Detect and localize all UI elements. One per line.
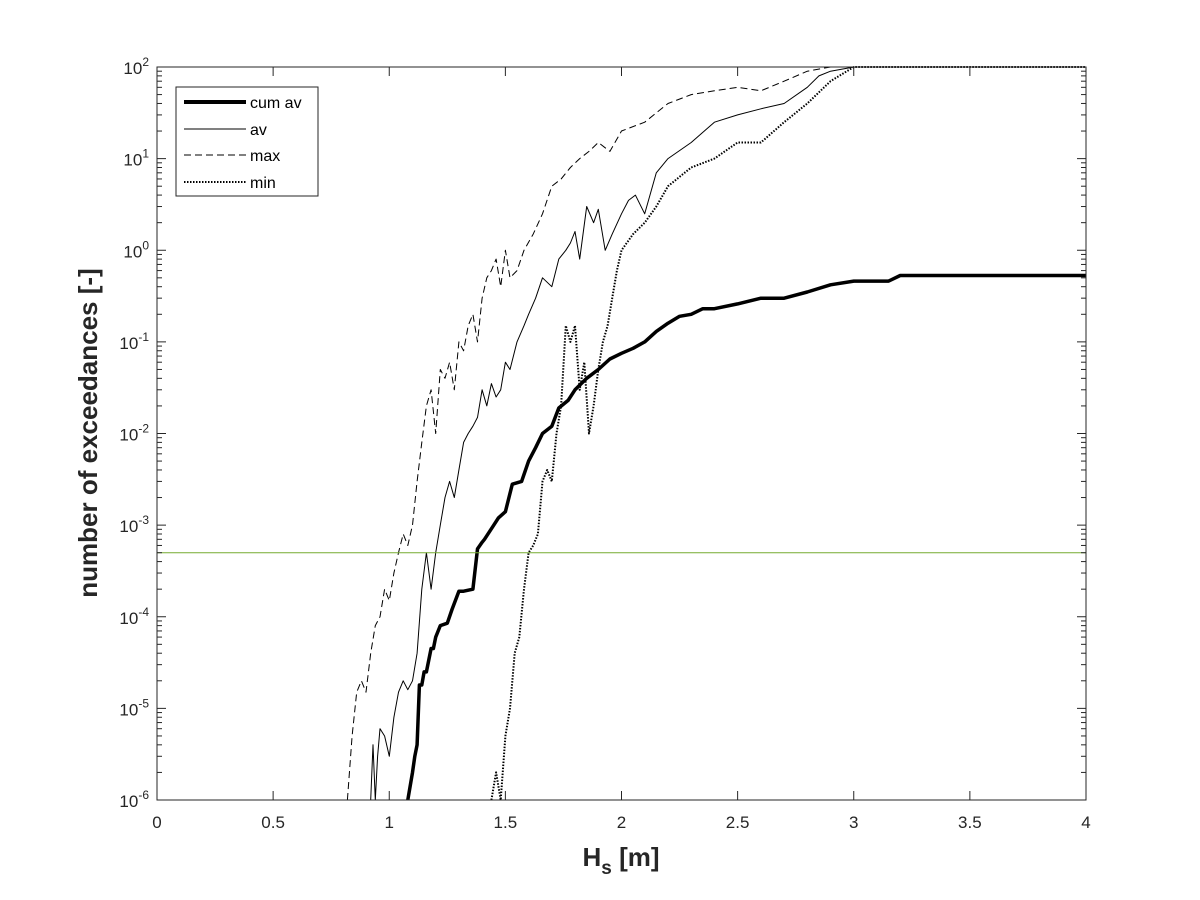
x-tick-label: 3 [849,813,858,832]
legend-label-min: min [250,175,276,192]
series-line-av [370,66,1086,801]
x-tick-label: 1.5 [494,813,518,832]
x-tick-label: 2 [617,813,626,832]
y-tick-label: 10-2 [119,422,149,445]
x-tick-label: 2.5 [726,813,750,832]
y-tick-label: 101 [123,147,149,170]
x-axis: 0 0.5 1 1.5 2 2.5 3 3.5 4 [152,67,1091,832]
y-tick-label: 10-1 [119,330,149,353]
x-axis-title: Hs [m] [582,842,659,879]
y-tick-label: 10-4 [119,605,149,628]
series-layer [346,66,1086,801]
legend: cum av av max min [175,86,319,197]
legend-box [175,86,319,197]
x-axis-title-subscript: s [601,858,612,879]
series-line-max [346,66,1086,801]
legend-label-cum-av: cum av [250,95,302,112]
y-axis-title: number of exceedances [-] [73,268,103,597]
x-tick-label: 1 [385,813,394,832]
x-tick-label: 4 [1081,813,1090,832]
x-tick-label: 0.5 [261,813,285,832]
x-tick-label: 0 [152,813,161,832]
legend-label-av: av [250,122,267,139]
y-tick-label: 10-6 [119,788,149,811]
y-tick-label: 100 [123,238,149,261]
series-line-cum-av [406,273,1086,801]
x-axis-title-unit: [m] [612,842,660,872]
x-tick-label: 3.5 [958,813,982,832]
y-tick-label: 10-5 [119,696,149,719]
y-tick-label: 102 [123,55,149,78]
y-axis: 10-6 10-5 10-4 10-3 10-2 10-1 100 101 102 [119,55,1086,811]
y-tick-label: 10-3 [119,513,149,536]
legend-label-max: max [250,148,280,165]
x-axis-title-main: H [582,842,601,872]
